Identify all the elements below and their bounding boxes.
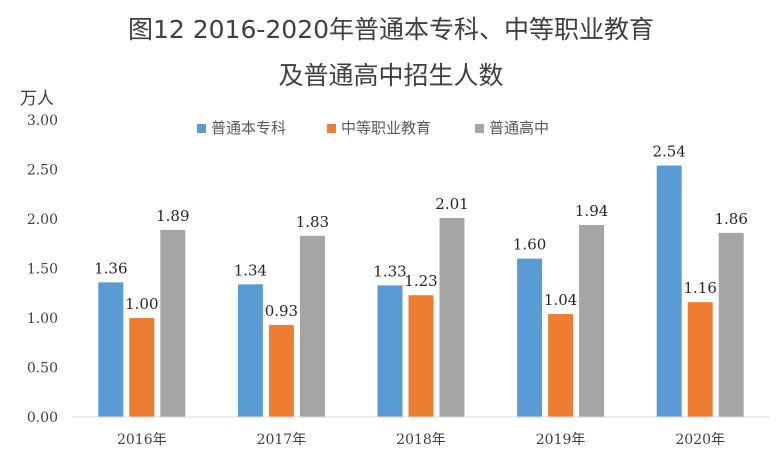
x-category-label: 2019年	[536, 432, 586, 448]
bar	[517, 258, 543, 417]
data-label: 1.04	[544, 291, 577, 309]
y-tick-label: 1.00	[27, 311, 58, 327]
y-tick-label: 0.00	[27, 410, 58, 426]
x-axis-category-labels: 2016年 2017年 2018年 2019年 2020年	[117, 432, 725, 448]
legend-label: 中等职业教育	[341, 119, 431, 137]
bar	[237, 284, 263, 417]
data-label: 1.34	[234, 261, 267, 279]
data-label: 1.00	[125, 295, 158, 313]
data-label: 1.89	[156, 207, 189, 225]
data-label: 2.01	[435, 195, 468, 213]
data-label: 1.86	[714, 210, 747, 228]
y-tick-label: 0.50	[27, 361, 58, 377]
legend-swatch	[475, 124, 484, 133]
data-label: 0.93	[265, 302, 298, 320]
bar	[718, 232, 744, 417]
chart-title-line-2: 及普通高中招生人数	[278, 61, 503, 90]
bar	[548, 314, 574, 417]
bar	[687, 302, 713, 417]
x-category-label: 2016年	[117, 432, 167, 448]
data-label: 1.60	[513, 236, 546, 254]
data-label: 1.83	[296, 213, 329, 231]
chart-title-line-1: 图12 2016-2020年普通本专科、中等职业教育	[128, 15, 654, 44]
bar	[268, 324, 294, 417]
bar-series-group	[98, 165, 744, 417]
data-label: 1.94	[575, 202, 608, 220]
x-category-label: 2020年	[675, 432, 725, 448]
y-axis-unit-label: 万人	[20, 89, 54, 109]
y-axis-ticks: 0.00 0.50 1.00 1.50 2.00 2.50 3.00	[27, 113, 58, 426]
chart-legend: 普通本专科 中等职业教育 普通高中	[197, 119, 549, 137]
legend-label: 普通本专科	[211, 119, 286, 137]
data-label: 1.33	[373, 262, 406, 280]
legend-swatch	[327, 124, 336, 133]
data-label: 2.54	[652, 143, 685, 161]
bar	[129, 318, 155, 417]
data-label: 1.23	[404, 272, 437, 290]
bar	[98, 282, 124, 417]
bar	[579, 224, 605, 417]
legend-swatch	[197, 124, 206, 133]
y-tick-label: 3.00	[27, 113, 58, 129]
y-tick-label: 2.50	[27, 163, 58, 179]
data-labels-group: 1.36 1.00 1.89 1.34 0.93 1.83 1.331.23 2.01 1.60…	[94, 143, 748, 320]
data-label: 1.36	[94, 259, 127, 277]
x-category-label: 2018年	[396, 432, 446, 448]
data-label: 1.16	[683, 279, 716, 297]
legend-label: 普通高中	[489, 119, 549, 137]
bar	[656, 165, 682, 417]
bar	[377, 285, 403, 417]
y-tick-label: 1.50	[27, 262, 58, 278]
bar	[408, 295, 434, 417]
x-category-label: 2017年	[257, 432, 307, 448]
y-tick-label: 2.00	[27, 212, 58, 228]
bar	[439, 218, 465, 417]
bar	[160, 229, 186, 417]
bar	[299, 235, 325, 417]
